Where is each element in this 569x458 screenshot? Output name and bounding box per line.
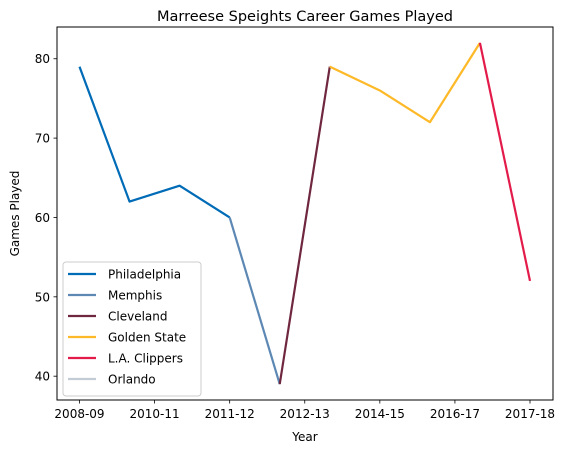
y-tick-label: 80 (35, 52, 50, 66)
legend: Philadelphia Memphis Cleveland Golden State… (62, 261, 202, 397)
legend-label: L.A. Clippers (108, 352, 183, 366)
series-line-1 (228, 217, 281, 385)
x-tick-label: 2012-13 (280, 407, 330, 421)
y-axis-label: Games Played (8, 171, 22, 257)
plot-lines (78, 42, 532, 385)
legend-label: Golden State (108, 331, 186, 345)
y-tick-label: 50 (35, 290, 50, 304)
series-line-3 (329, 42, 481, 124)
chart-title: Marreese Speights Career Games Played (157, 9, 453, 25)
series-line-4 (478, 42, 532, 282)
legend-label: Cleveland (108, 310, 168, 324)
legend-frame (62, 261, 202, 397)
x-tick-label: 2014-15 (355, 407, 405, 421)
series-line-0 (78, 66, 231, 219)
x-axis-ticks: 2008-09 2010-11 2011-12 2012-13 2014-15 2016-… (54, 400, 555, 421)
x-tick-label: 2017-18 (505, 407, 555, 421)
legend-label: Orlando (108, 373, 156, 387)
x-tick-label: 2010-11 (130, 407, 180, 421)
x-tick-label: 2008-09 (54, 407, 104, 421)
series-line-2 (278, 66, 331, 385)
y-axis-ticks: 40 50 60 70 80 (35, 52, 57, 384)
legend-label: Memphis (108, 289, 162, 303)
legend-label: Philadelphia (108, 268, 181, 282)
x-tick-label: 2016-17 (430, 407, 480, 421)
y-tick-label: 40 (35, 370, 50, 384)
x-tick-label: 2011-12 (205, 407, 255, 421)
y-tick-label: 70 (35, 132, 50, 146)
y-tick-label: 60 (35, 211, 50, 225)
x-axis-label: Year (291, 430, 317, 444)
